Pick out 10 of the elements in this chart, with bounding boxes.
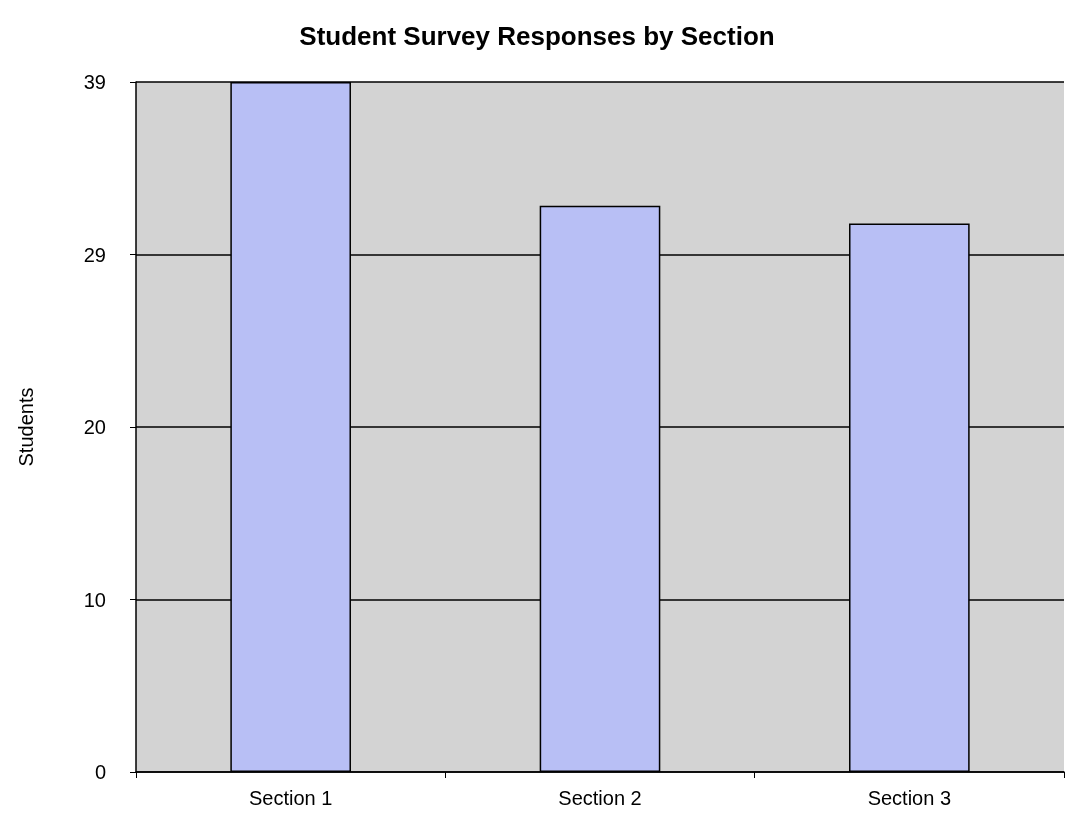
chart-title: Student Survey Responses by Section <box>299 21 775 51</box>
y-tick-label: 39 <box>83 71 106 93</box>
y-tick-label: 20 <box>83 416 106 438</box>
y-tick-label: 29 <box>83 243 106 266</box>
y-tick-label: 0 <box>94 761 106 783</box>
y-tick-label: 10 <box>83 588 106 611</box>
x-tick-label: Section 3 <box>867 787 952 809</box>
x-tick-label: Section 1 <box>248 787 333 809</box>
x-tick-label: Section 2 <box>558 787 642 809</box>
y-axis-title: Students <box>15 387 37 467</box>
